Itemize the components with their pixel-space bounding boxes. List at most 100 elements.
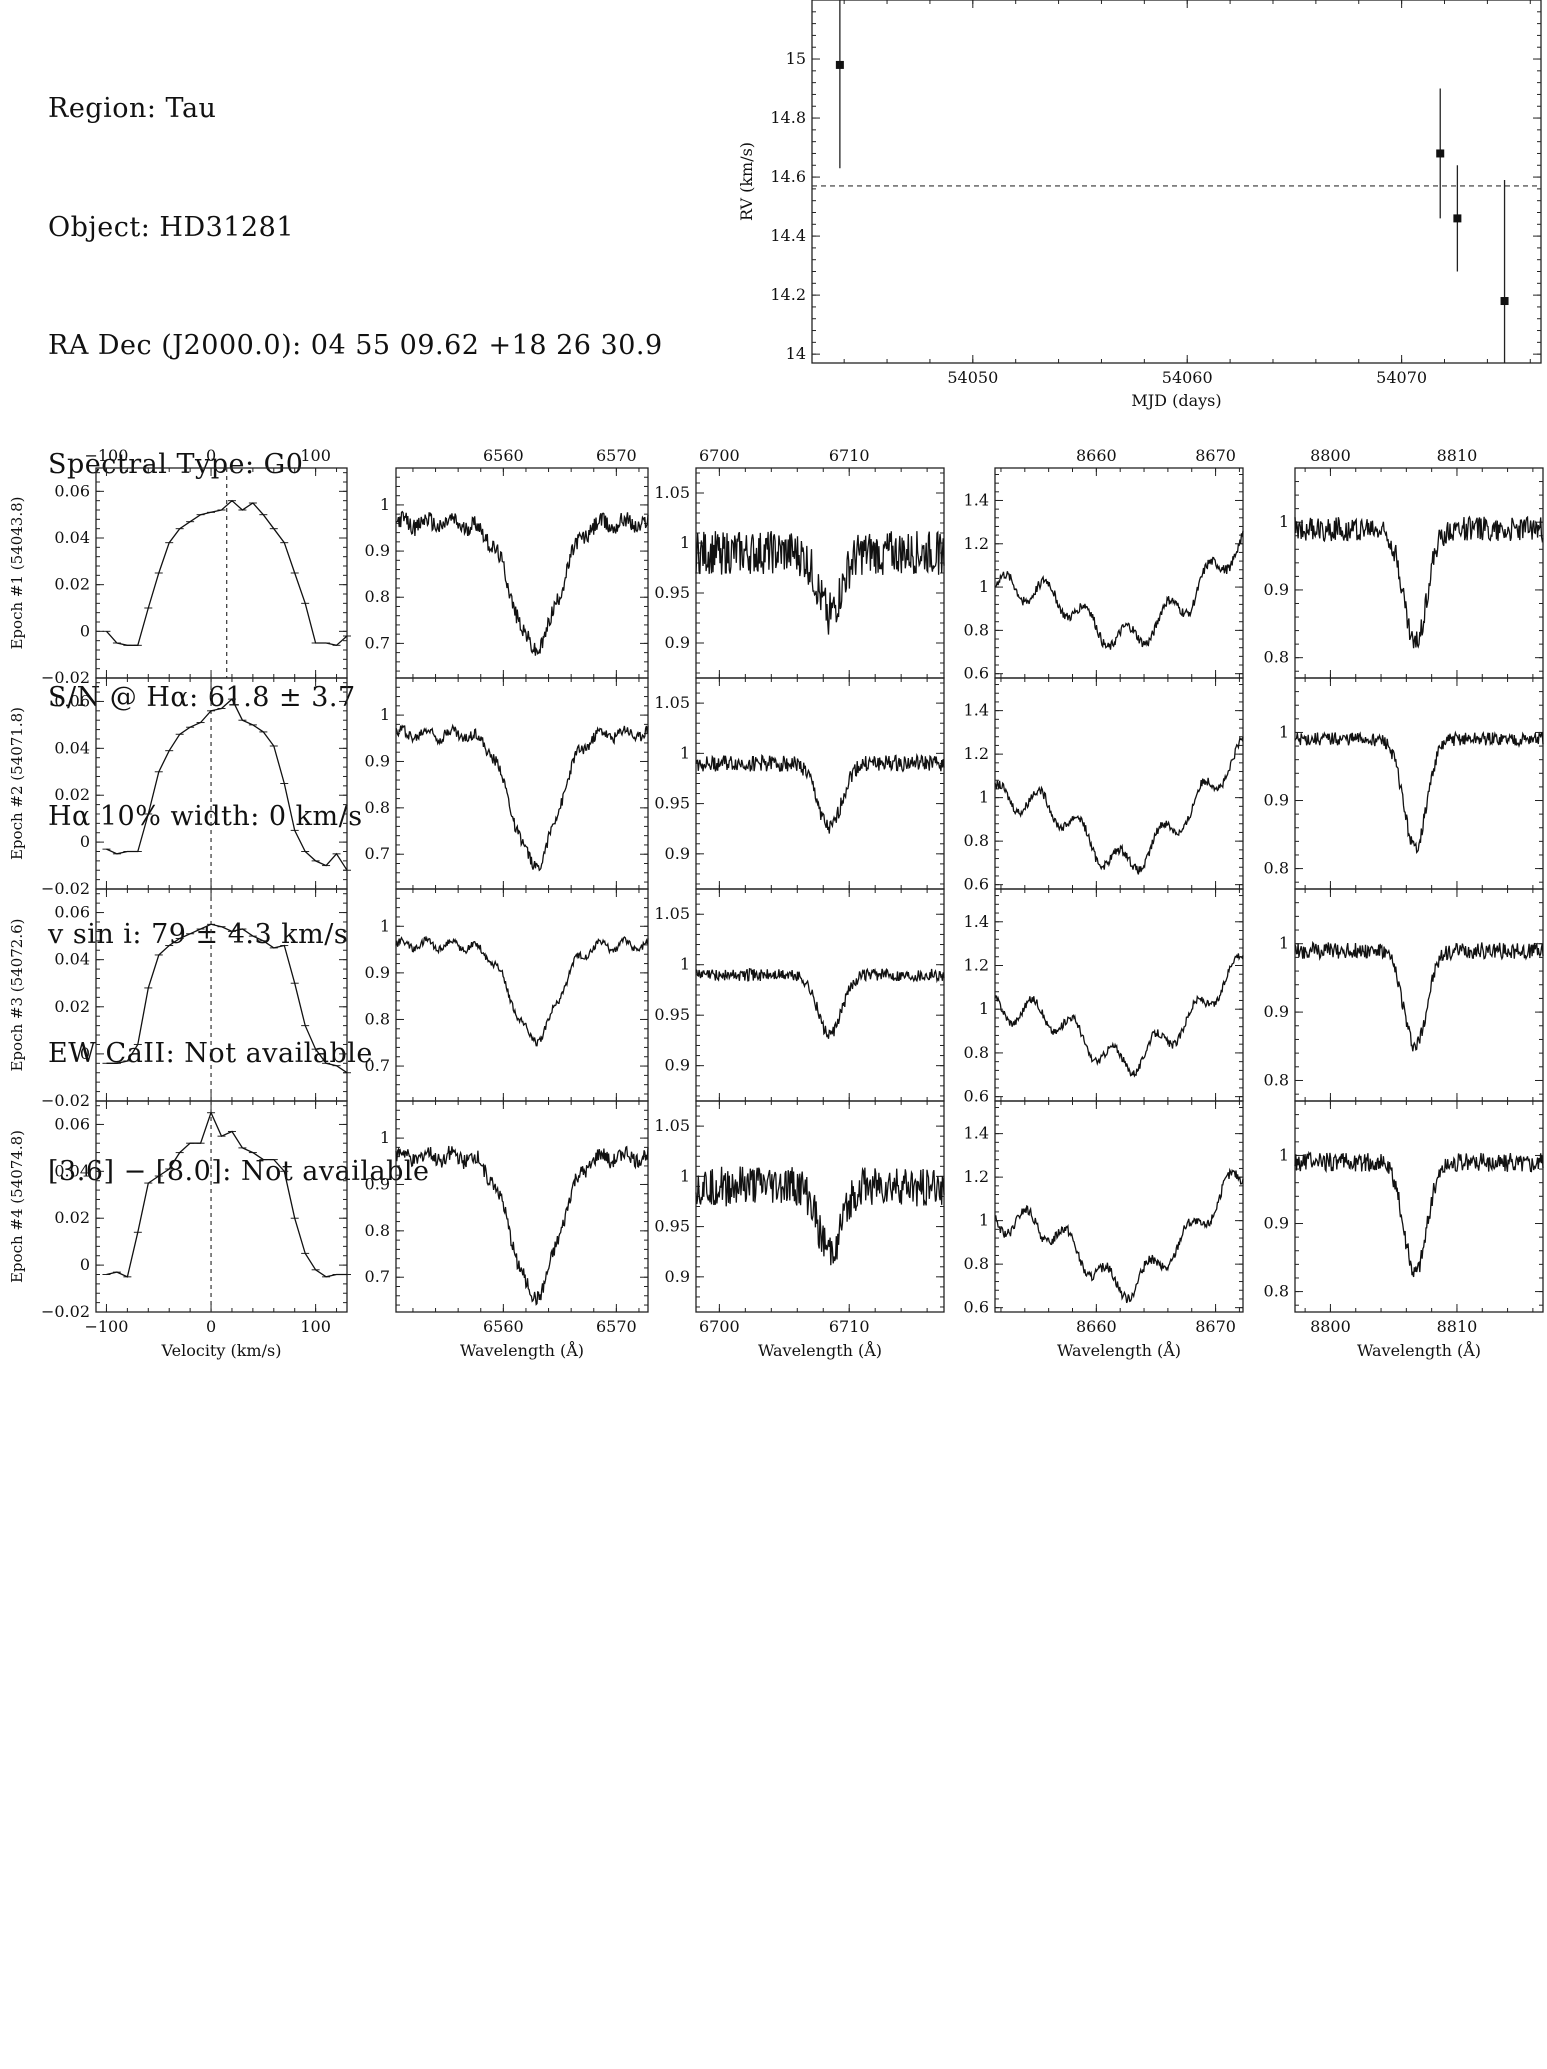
panel-nir-4-ytick-label: 0.8 <box>1264 1282 1289 1301</box>
panel-ccf-1-ytick-label: 0 <box>80 621 90 640</box>
panel-li-2-spectrum <box>695 752 945 834</box>
panel-halpha-3-ytick-label: 0.7 <box>365 1056 390 1075</box>
panel-li-1-ytick-label: 0.95 <box>654 583 690 602</box>
panel-ccf-1-xtick-label-top: 100 <box>300 446 331 465</box>
panel-ccf-2-ytick-label: 0.04 <box>54 738 90 757</box>
epoch-label-2: Epoch #2 (54071.8) <box>8 707 26 860</box>
panel-nir-3-ytick-label: 0.9 <box>1264 1002 1289 1021</box>
rv-point-1 <box>835 60 844 69</box>
panel-halpha-1-spectrum <box>395 510 649 656</box>
panel-ca-2-ytick-label: 0.6 <box>964 875 989 894</box>
panel-nir-3-spectrum <box>1294 940 1544 1052</box>
snr-line: S/N @ Hα: 61.8 ± 3.7 <box>48 682 356 713</box>
panel-halpha-3-frame <box>395 888 649 1102</box>
panel-nir-4-xtick-label: 8810 <box>1437 1317 1478 1336</box>
panel-nir-3-ytick-label: 1 <box>1279 934 1289 953</box>
panel-ca-3-spectrum <box>994 953 1244 1078</box>
panel-li-4-xtick-label: 6710 <box>829 1317 870 1336</box>
panel-ccf-4-ytick-label: 0 <box>80 1255 90 1274</box>
panel-ca-1-ytick-label: 0.8 <box>964 620 989 639</box>
panel-ccf-3-ytick-label: 0.04 <box>54 950 90 969</box>
xlabel-ccf: Velocity (km/s) <box>161 1341 282 1360</box>
panel-nir-4-xtick-label: 8800 <box>1310 1317 1351 1336</box>
panel-li-3-frame <box>695 888 945 1102</box>
panel-li-4-ytick-label: 0.95 <box>654 1217 690 1236</box>
star-info: Region: Tau Object: HD31281 RA Dec (J200… <box>48 10 663 1231</box>
panel-li-3-spectrum <box>695 967 945 1039</box>
panel-ca-2-ytick-label: 0.8 <box>964 831 989 850</box>
vsini-line: v sin i: 79 ± 4.3 km/s <box>48 919 349 950</box>
panel-halpha-3-ytick-label: 0.9 <box>365 963 390 982</box>
object-line: Object: HD31281 <box>48 211 295 243</box>
panel-ccf-1-spectrum <box>106 499 348 647</box>
rv-ytick-label: 14.8 <box>770 108 806 127</box>
panel-li-4-ytick-label: 1.05 <box>654 1116 690 1135</box>
panel-halpha-1-xtick-label-top: 6570 <box>596 446 637 465</box>
panel-li-2-ytick-label: 0.95 <box>654 794 690 813</box>
panel-nir-2-ytick-label: 1 <box>1279 722 1289 741</box>
panel-halpha-4-xtick-label: 6560 <box>483 1317 524 1336</box>
panel-li-1-ytick-label: 1.05 <box>654 483 690 502</box>
panel-ca-1-ytick-label: 1 <box>979 577 989 596</box>
panel-ccf-1-xtick-label-top: −100 <box>84 446 128 465</box>
panel-li-1-xtick-label-top: 6700 <box>699 446 740 465</box>
rv-xtick-label: 54070 <box>1376 368 1427 387</box>
panel-li-4-frame <box>695 1100 945 1313</box>
panel-halpha-2-ytick-label: 0.9 <box>365 751 390 770</box>
panel-halpha-1-xtick-label-top: 6560 <box>483 446 524 465</box>
panel-halpha-4-ytick-label: 0.9 <box>365 1174 390 1193</box>
panel-ca-4-xtick-label: 8670 <box>1195 1317 1236 1336</box>
panel-ccf-4-xtick-label: −100 <box>84 1317 128 1336</box>
xlabel-nir: Wavelength (Å) <box>1357 1340 1481 1360</box>
panel-ccf-1-ytick-label: −0.02 <box>41 668 90 687</box>
panel-li-1-ytick-label: 0.9 <box>665 633 690 652</box>
irac-color-line: [3.6] − [8.0]: Not available <box>48 1156 430 1187</box>
panel-halpha-4-spectrum <box>395 1145 649 1306</box>
xlabel-li: Wavelength (Å) <box>758 1340 882 1360</box>
panel-li-4-xtick-label: 6700 <box>699 1317 740 1336</box>
panel-ca-3-ytick-label: 0.8 <box>964 1043 989 1062</box>
panel-ccf-2-ytick-label: 0.02 <box>54 785 90 804</box>
panel-halpha-4-ytick-label: 0.8 <box>365 1221 390 1240</box>
panel-nir-4-frame <box>1294 1100 1544 1313</box>
panel-ca-4-xtick-label: 8660 <box>1076 1317 1117 1336</box>
panel-ca-4-ytick-label: 1 <box>979 1211 989 1230</box>
panel-nir-2-ytick-label: 0.8 <box>1264 859 1289 878</box>
panel-nir-2-frame <box>1294 677 1544 890</box>
panel-halpha-1-ytick-label: 1 <box>380 495 390 514</box>
panel-ccf-3-ytick-label: 0.06 <box>54 903 90 922</box>
panel-ca-3-ytick-label: 1.4 <box>964 912 989 931</box>
panel-nir-1-xtick-label-top: 8810 <box>1437 446 1478 465</box>
panel-li-4-spectrum <box>695 1166 945 1266</box>
panel-ccf-2-frame <box>95 677 348 890</box>
panel-li-1-frame <box>695 467 945 679</box>
epoch-label-4: Epoch #4 (54074.8) <box>8 1130 26 1283</box>
rv-ytick-label: 14 <box>786 344 806 363</box>
panel-ca-2-ytick-label: 1.4 <box>964 701 989 720</box>
panel-ccf-4-ytick-label: 0.06 <box>54 1114 90 1133</box>
panel-halpha-1-ytick-label: 0.8 <box>365 587 390 606</box>
panel-halpha-1-ytick-label: 0.9 <box>365 541 390 560</box>
panel-ca-4-ytick-label: 0.8 <box>964 1254 989 1273</box>
epoch-label-1: Epoch #1 (54043.8) <box>8 496 26 649</box>
rv-point-4 <box>1500 297 1509 306</box>
region-line: Region: Tau <box>48 93 217 124</box>
panel-ccf-4-ytick-label: 0.04 <box>54 1161 90 1180</box>
panel-halpha-1-ytick-label: 0.7 <box>365 633 390 652</box>
panel-ccf-1-frame <box>95 467 348 679</box>
panel-halpha-2-ytick-label: 1 <box>380 705 390 724</box>
panel-ca-1-spectrum <box>994 530 1244 650</box>
halpha-width-line: Hα 10% width: 0 km/s <box>48 800 363 832</box>
panel-ccf-1-xtick-label-top: 0 <box>206 446 216 465</box>
panel-ca-1-xtick-label-top: 8660 <box>1076 446 1117 465</box>
panel-halpha-3-ytick-label: 1 <box>380 916 390 935</box>
panel-ca-1-ytick-label: 1.4 <box>964 490 989 509</box>
panel-ccf-3-ytick-label: −0.02 <box>41 1091 90 1110</box>
panel-ca-4-ytick-label: 0.6 <box>964 1298 989 1317</box>
panel-ca-2-ytick-label: 1 <box>979 788 989 807</box>
panel-ccf-3-frame <box>95 888 348 1102</box>
panel-nir-1-frame <box>1294 467 1544 679</box>
panel-nir-4-ytick-label: 1 <box>1279 1145 1289 1164</box>
panel-halpha-2-frame <box>395 677 649 890</box>
rv-point-3 <box>1453 214 1462 223</box>
